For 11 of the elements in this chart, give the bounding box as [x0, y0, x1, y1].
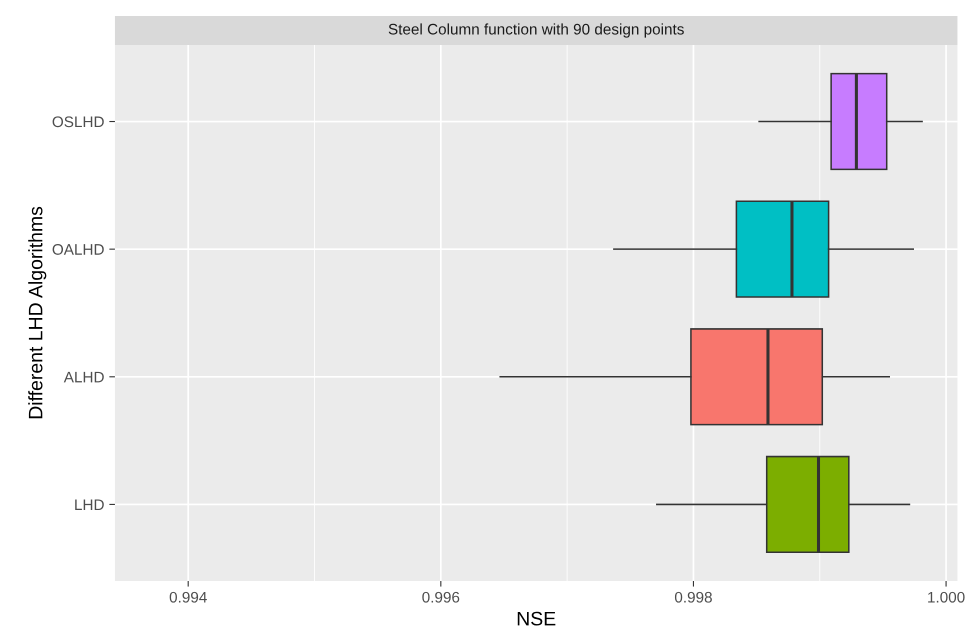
- x-tick-label: 0.994: [170, 592, 207, 603]
- x-axis-title: NSE: [518, 612, 556, 626]
- y-tick-label: OALHD: [52, 244, 104, 255]
- y-axis-title: Different LHD Algorithms: [28, 206, 46, 418]
- x-tick-label: 0.996: [422, 592, 460, 603]
- y-tick-label: OSLHD: [52, 116, 104, 128]
- x-tick-label: 1.000: [928, 592, 965, 603]
- y-tick-label: LHD: [75, 499, 104, 510]
- x-tick-label: 0.998: [674, 592, 712, 603]
- y-tick-label: ALHD: [64, 372, 104, 382]
- chart-title: Steel Column function with 90 design points: [388, 23, 684, 38]
